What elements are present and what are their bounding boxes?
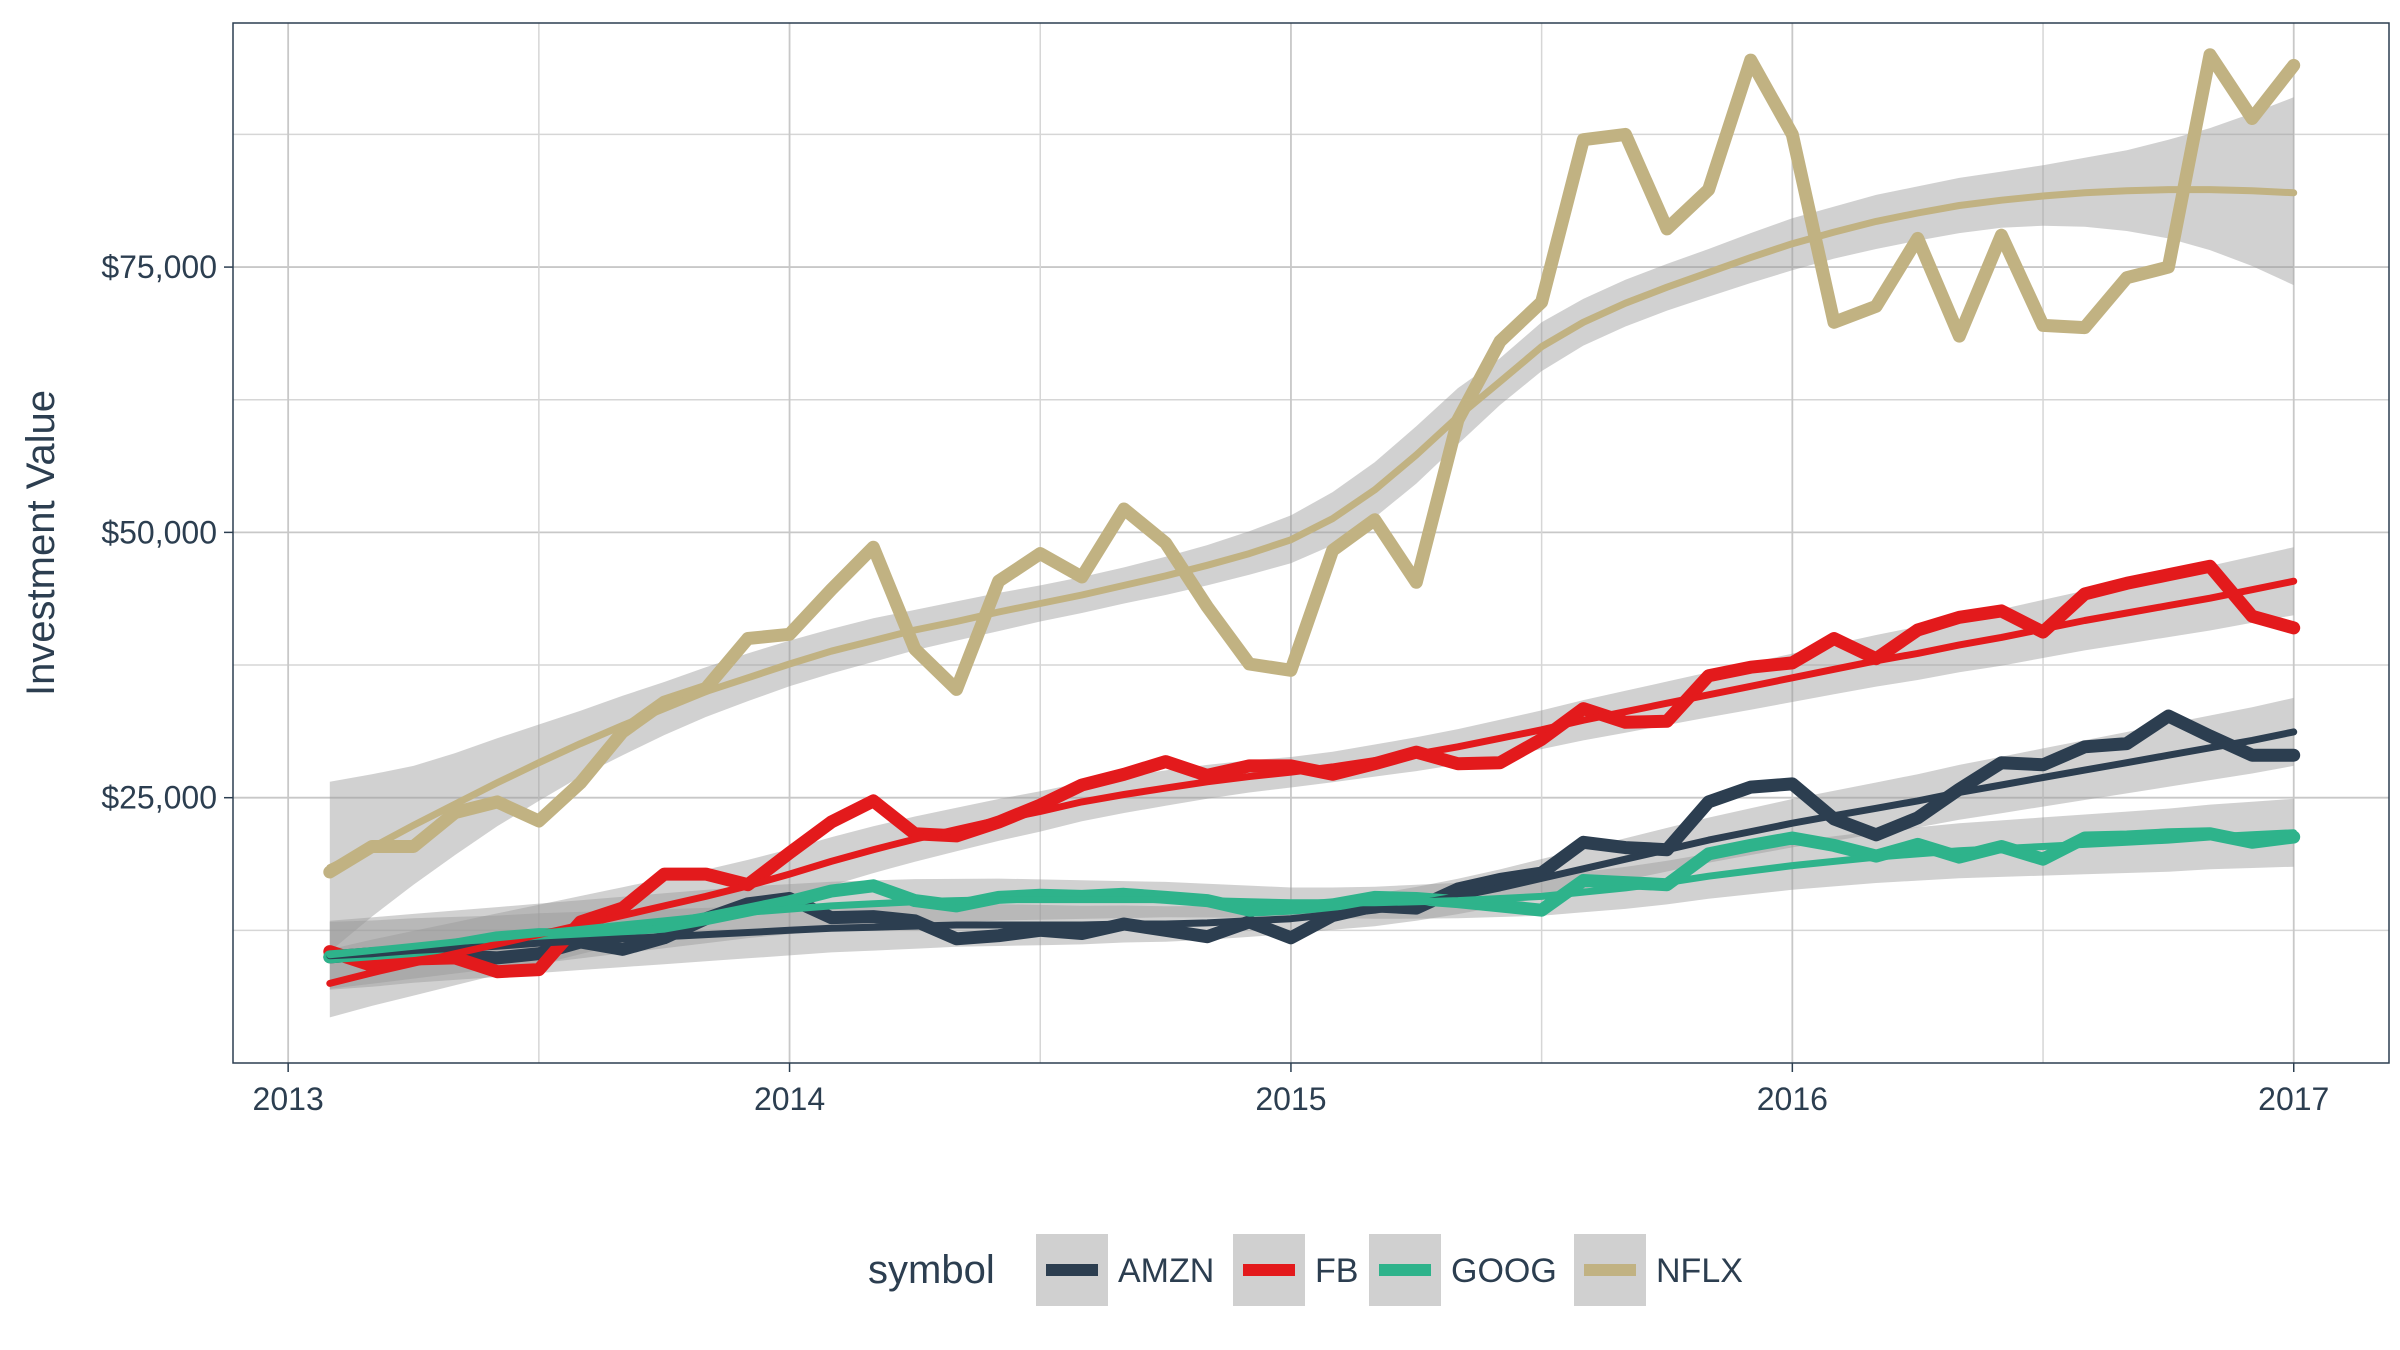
confidence-band-nflx (329, 97, 2294, 952)
legend-label-goog: GOOG (1451, 1252, 1557, 1290)
trend-lines (326, 186, 2298, 987)
series-line-goog (323, 827, 2301, 964)
x-tick-label: 2014 (754, 1081, 825, 1117)
confidence-band-fb (329, 547, 2294, 1018)
legend-title: symbol (868, 1248, 995, 1292)
x-axis-ticks: 2013 2014 2015 2016 2017 (253, 1063, 2329, 1117)
trend-line-amzn (326, 728, 2298, 960)
legend-label-fb: FB (1315, 1252, 1358, 1290)
y-axis-title: Investment Value (19, 390, 63, 696)
grid-lines (233, 23, 2389, 1063)
x-tick-label: 2015 (1255, 1081, 1326, 1117)
x-tick-label: 2017 (2258, 1081, 2329, 1117)
trend-line-nflx (326, 186, 2298, 872)
x-tick-label: 2016 (1757, 1081, 1828, 1117)
series-line-nflx (323, 48, 2301, 879)
plot-panel-border (232, 22, 2390, 1064)
y-tick-label: $50,000 (101, 514, 217, 550)
x-tick-label: 2013 (253, 1081, 324, 1117)
trend-line-goog (326, 829, 2298, 959)
y-tick-label: $25,000 (101, 780, 217, 816)
y-tick-label: $75,000 (101, 249, 217, 285)
y-axis-ticks: $25,000 $50,000 $75,000 (101, 249, 233, 816)
legend-label-amzn: AMZN (1118, 1252, 1214, 1290)
legend-label-nflx: NFLX (1656, 1252, 1743, 1290)
trend-line-fb (326, 577, 2298, 987)
legend: symbol AMZN FB GOOG NFLX (868, 1234, 1743, 1306)
